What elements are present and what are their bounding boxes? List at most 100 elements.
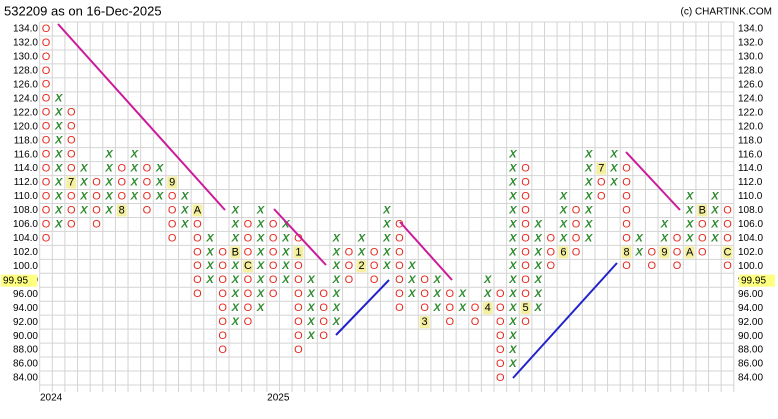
box: O <box>597 190 606 202</box>
box: O <box>42 163 51 175</box>
box: X <box>332 260 341 272</box>
y-tick-label: 118.0 <box>14 135 39 146</box>
box: O <box>521 176 530 188</box>
box: O <box>319 288 328 300</box>
box: O <box>471 302 480 314</box>
box: O <box>446 288 455 300</box>
box: O <box>244 288 253 300</box>
box: O <box>521 274 530 286</box>
month-marker-bg <box>192 204 203 217</box>
box: O <box>622 218 631 230</box>
y-tick-label: 96.00 <box>13 289 38 300</box>
box: O <box>193 260 202 272</box>
column: OOO <box>673 232 682 272</box>
column: XX 2 <box>356 232 367 273</box>
column: XXX <box>180 190 189 230</box>
box: O <box>622 190 631 202</box>
box: O <box>395 218 404 230</box>
y-tick-label-right: 92.00 <box>738 317 763 328</box>
box: O <box>370 260 379 272</box>
last-price: 99.95 <box>741 275 766 286</box>
month-marker-bg <box>66 176 77 189</box>
box: O <box>168 204 177 216</box>
box: O <box>67 149 76 161</box>
box: O <box>521 163 530 175</box>
box: X <box>231 260 240 272</box>
y-tick-label: 116.0 <box>14 149 39 160</box>
box: O <box>547 260 556 272</box>
box: O <box>723 218 732 230</box>
box: O <box>370 246 379 258</box>
box: X <box>382 246 391 258</box>
box: X <box>281 218 290 230</box>
y-tick-label: 110.0 <box>14 191 39 202</box>
box: X <box>559 190 568 202</box>
box: X <box>332 302 341 314</box>
box: O <box>67 135 76 147</box>
month-marker-bg <box>356 260 367 273</box>
box: X <box>534 302 543 314</box>
month-marker: 7 <box>68 176 74 188</box>
box: O <box>42 107 51 119</box>
box: O <box>193 274 202 286</box>
box: O <box>319 316 328 328</box>
box: O <box>521 246 530 258</box>
month-marker-bg <box>293 246 304 259</box>
y-tick-label-right: 104.0 <box>738 233 763 244</box>
y-tick-label: 84.00 <box>13 373 38 384</box>
x-label: 2025 <box>267 393 290 404</box>
box: X <box>584 176 593 188</box>
box: X <box>508 246 517 258</box>
box: X <box>180 190 189 202</box>
box: X <box>508 316 517 328</box>
box: O <box>168 218 177 230</box>
column: XX <box>634 232 643 258</box>
box: X <box>534 260 543 272</box>
month-marker: 2 <box>358 260 364 272</box>
box: X <box>609 163 618 175</box>
box: X <box>382 260 391 272</box>
month-marker: 9 <box>169 176 175 188</box>
y-tick-label-right: 84.00 <box>738 373 763 384</box>
column: OOO <box>370 246 379 286</box>
box: X <box>508 149 517 161</box>
box: O <box>496 288 505 300</box>
box: X <box>231 204 240 216</box>
box: O <box>244 316 253 328</box>
box: O <box>67 218 76 230</box>
box: O <box>622 204 631 216</box>
box: O <box>723 232 732 244</box>
chart-title: 532209 as on 16-Dec-2025 <box>4 3 162 18</box>
box: O <box>42 135 51 147</box>
box: X <box>433 288 442 300</box>
box: O <box>294 330 303 342</box>
box: X <box>256 246 265 258</box>
box: X <box>104 204 113 216</box>
column: XX 9 <box>659 218 670 259</box>
box: X <box>256 274 265 286</box>
y-tick-label: 94.00 <box>13 303 38 314</box>
column: XXX <box>433 274 442 314</box>
box: X <box>104 176 113 188</box>
box: O <box>622 232 631 244</box>
box: O <box>143 190 152 202</box>
box: X <box>660 218 669 230</box>
box: O <box>67 121 76 133</box>
box: O <box>521 260 530 272</box>
trend-lines <box>57 23 681 379</box>
box: X <box>584 163 593 175</box>
month-marker-bg <box>230 246 241 259</box>
box: X <box>559 204 568 216</box>
box: X <box>180 218 189 230</box>
box: O <box>395 260 404 272</box>
box: O <box>269 246 278 258</box>
